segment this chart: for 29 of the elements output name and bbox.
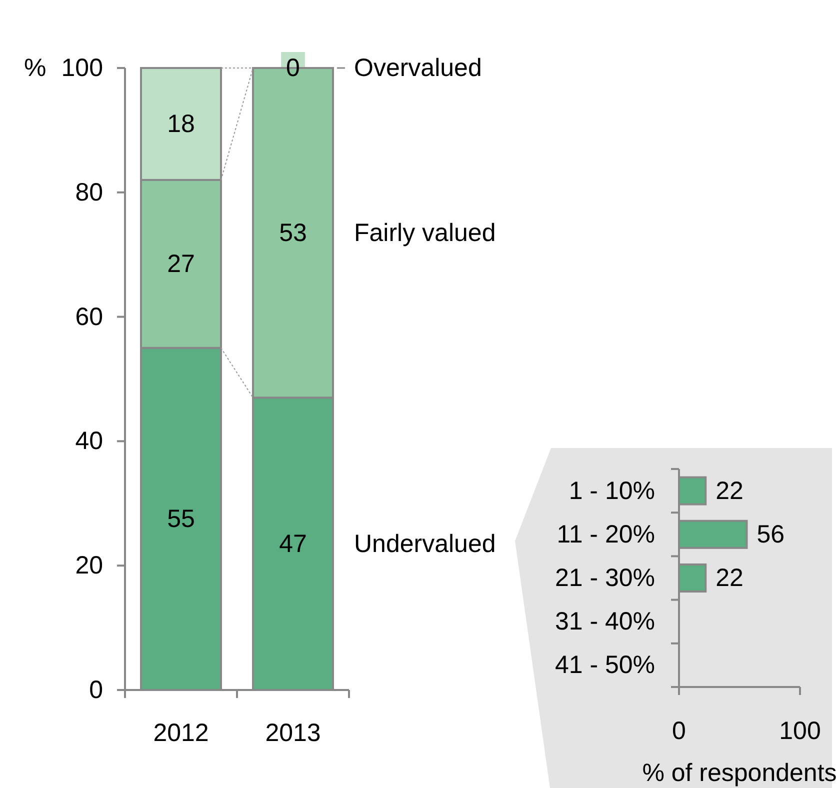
data-label: 0 bbox=[286, 54, 300, 82]
y-tick-label: 11 - 20% bbox=[556, 520, 655, 548]
x-axis-title: % of respondents bbox=[642, 759, 837, 787]
y-axis-title: % bbox=[24, 54, 46, 82]
y-tick-label: 60 bbox=[75, 302, 103, 331]
x-tick-label: 100 bbox=[779, 717, 821, 745]
x-tick-label: 0 bbox=[672, 717, 686, 745]
data-label: 22 bbox=[716, 564, 744, 592]
series-label: Undervalued bbox=[354, 530, 496, 558]
data-label: 53 bbox=[279, 218, 307, 247]
legend-label: Overvalued bbox=[354, 54, 482, 82]
data-label: 27 bbox=[167, 250, 195, 278]
y-tick-label: 31 - 40% bbox=[554, 608, 655, 636]
data-label: 47 bbox=[279, 530, 307, 558]
data-label: 22 bbox=[716, 476, 744, 505]
data-label: 56 bbox=[756, 520, 785, 548]
series-label: Fairly valued bbox=[354, 218, 496, 247]
y-tick-label: 1 - 10% bbox=[568, 476, 655, 505]
y-tick-label: 100 bbox=[61, 54, 103, 82]
y-tick-label: 41 - 50% bbox=[554, 651, 655, 680]
x-tick-label: 2012 bbox=[153, 719, 209, 747]
data-label: 55 bbox=[167, 504, 195, 533]
y-tick-label: 21 - 30% bbox=[554, 564, 655, 592]
y-tick-label: 0 bbox=[89, 676, 103, 704]
y-tick-label: 80 bbox=[75, 178, 103, 206]
x-tick-label: 2013 bbox=[265, 719, 321, 747]
y-tick-label: 40 bbox=[75, 427, 103, 456]
data-label: 18 bbox=[167, 110, 195, 138]
y-tick-label: 20 bbox=[75, 552, 103, 580]
